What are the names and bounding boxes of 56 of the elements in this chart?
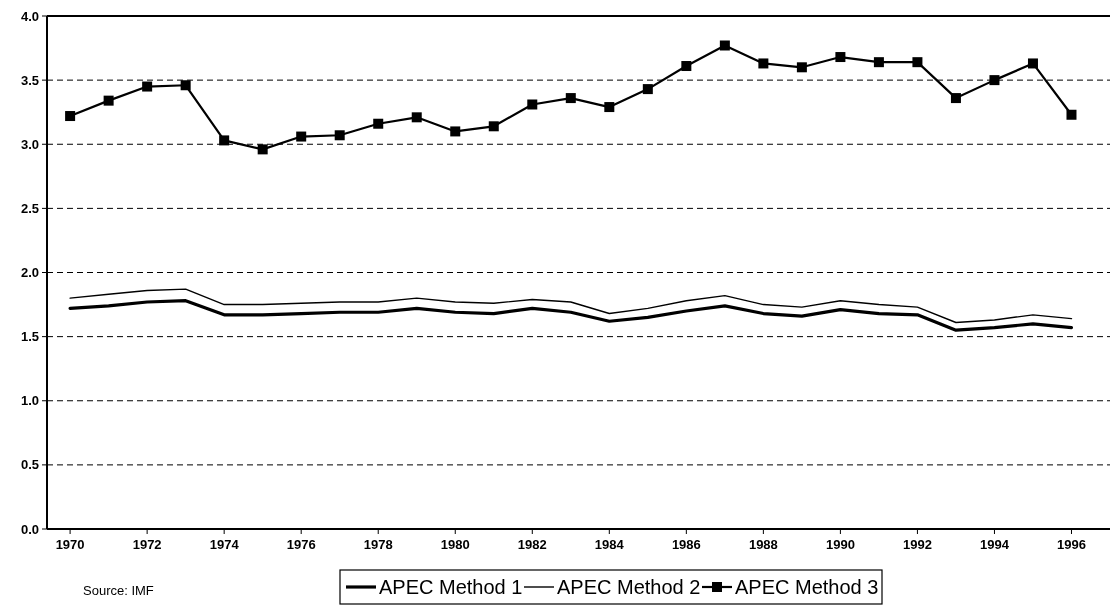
point	[527, 99, 538, 110]
point	[604, 102, 615, 113]
legend-label: APEC Method 3	[735, 576, 879, 598]
point	[950, 93, 961, 104]
x-tick-label: 1992	[902, 537, 932, 552]
x-tick-label: 1984	[594, 537, 625, 552]
x-tick-label: 1988	[748, 537, 778, 552]
point	[142, 81, 153, 92]
line-series	[68, 299, 1074, 332]
point	[758, 58, 769, 69]
point	[257, 144, 268, 155]
x-tick-label: 1976	[286, 537, 316, 552]
point	[65, 111, 76, 122]
point	[796, 62, 807, 73]
y-tick-label: 0.5	[20, 457, 39, 473]
y-tick-label: 0.0	[20, 521, 39, 537]
y-tick-label: 2.0	[20, 265, 39, 281]
x-tick-label: 1986	[671, 537, 701, 552]
legend-label: APEC Method 2	[557, 576, 701, 598]
x-tick-label: 1990	[825, 537, 855, 552]
source-note: Source: IMF	[83, 583, 154, 598]
point	[912, 57, 923, 68]
point	[835, 52, 846, 63]
y-tick-label: 4.0	[20, 8, 39, 24]
point	[565, 93, 576, 104]
point	[681, 61, 692, 72]
y-tick-label: 3.5	[20, 72, 39, 88]
point	[373, 118, 384, 129]
point	[873, 57, 884, 68]
y-tick-label: 1.5	[20, 329, 39, 345]
x-tick-label: 1980	[440, 537, 470, 552]
x-tick-label: 1972	[132, 537, 162, 552]
y-tick-label: 2.5	[20, 200, 39, 216]
line-series	[69, 288, 1073, 324]
point	[450, 126, 461, 137]
point	[103, 95, 114, 106]
legend-label: APEC Method 1	[379, 576, 523, 598]
point	[1027, 58, 1038, 69]
x-tick-label: 1996	[1057, 537, 1086, 552]
x-tick-label: 1978	[363, 537, 393, 552]
point	[180, 80, 191, 91]
y-tick-label: 1.0	[20, 393, 39, 409]
x-tick-label: 1974	[209, 537, 240, 552]
point	[488, 121, 499, 132]
point	[719, 40, 730, 51]
point	[411, 112, 422, 123]
point	[642, 84, 653, 95]
x-tick-label: 1994	[980, 537, 1010, 552]
x-tick-label: 1970	[55, 537, 85, 552]
point	[989, 75, 1000, 86]
point	[1066, 109, 1077, 120]
y-tick-label: 3.0	[20, 136, 39, 152]
point	[334, 130, 345, 141]
x-tick-label: 1982	[517, 537, 547, 552]
point	[296, 131, 307, 142]
point	[219, 135, 230, 146]
